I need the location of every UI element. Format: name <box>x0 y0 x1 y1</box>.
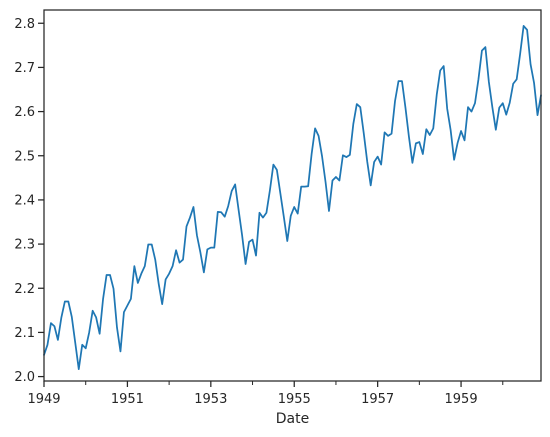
y-tick-label: 2.4 <box>14 193 35 208</box>
y-tick-label: 2.3 <box>14 238 35 253</box>
x-tick-label: 1949 <box>27 392 60 407</box>
y-tick-label: 2.5 <box>14 149 35 164</box>
series-line-0 <box>43 25 542 370</box>
y-tick-label: 2.0 <box>14 370 35 385</box>
x-axis-title: Date <box>276 411 309 427</box>
x-axis: 1949 1951 1953 1955 1957 1959 <box>27 381 504 407</box>
plot-area-frame <box>43 9 542 382</box>
plot-series-group <box>43 25 542 370</box>
y-tick-label: 2.2 <box>14 282 35 297</box>
x-tick-label: 1953 <box>194 392 227 407</box>
y-tick-label: 2.7 <box>14 61 35 76</box>
y-tick-label: 2.8 <box>14 17 35 32</box>
x-tick-label: 1957 <box>361 392 394 407</box>
y-tick-label: 2.6 <box>14 105 35 120</box>
x-tick-label: 1955 <box>278 392 311 407</box>
y-axis: 2.0 2.1 2.2 2.3 2.4 2.5 2.6 2.7 2.8 <box>14 17 44 385</box>
y-tick-label: 2.1 <box>14 326 35 341</box>
x-tick-label: 1951 <box>111 392 144 407</box>
x-tick-label: 1959 <box>445 392 478 407</box>
